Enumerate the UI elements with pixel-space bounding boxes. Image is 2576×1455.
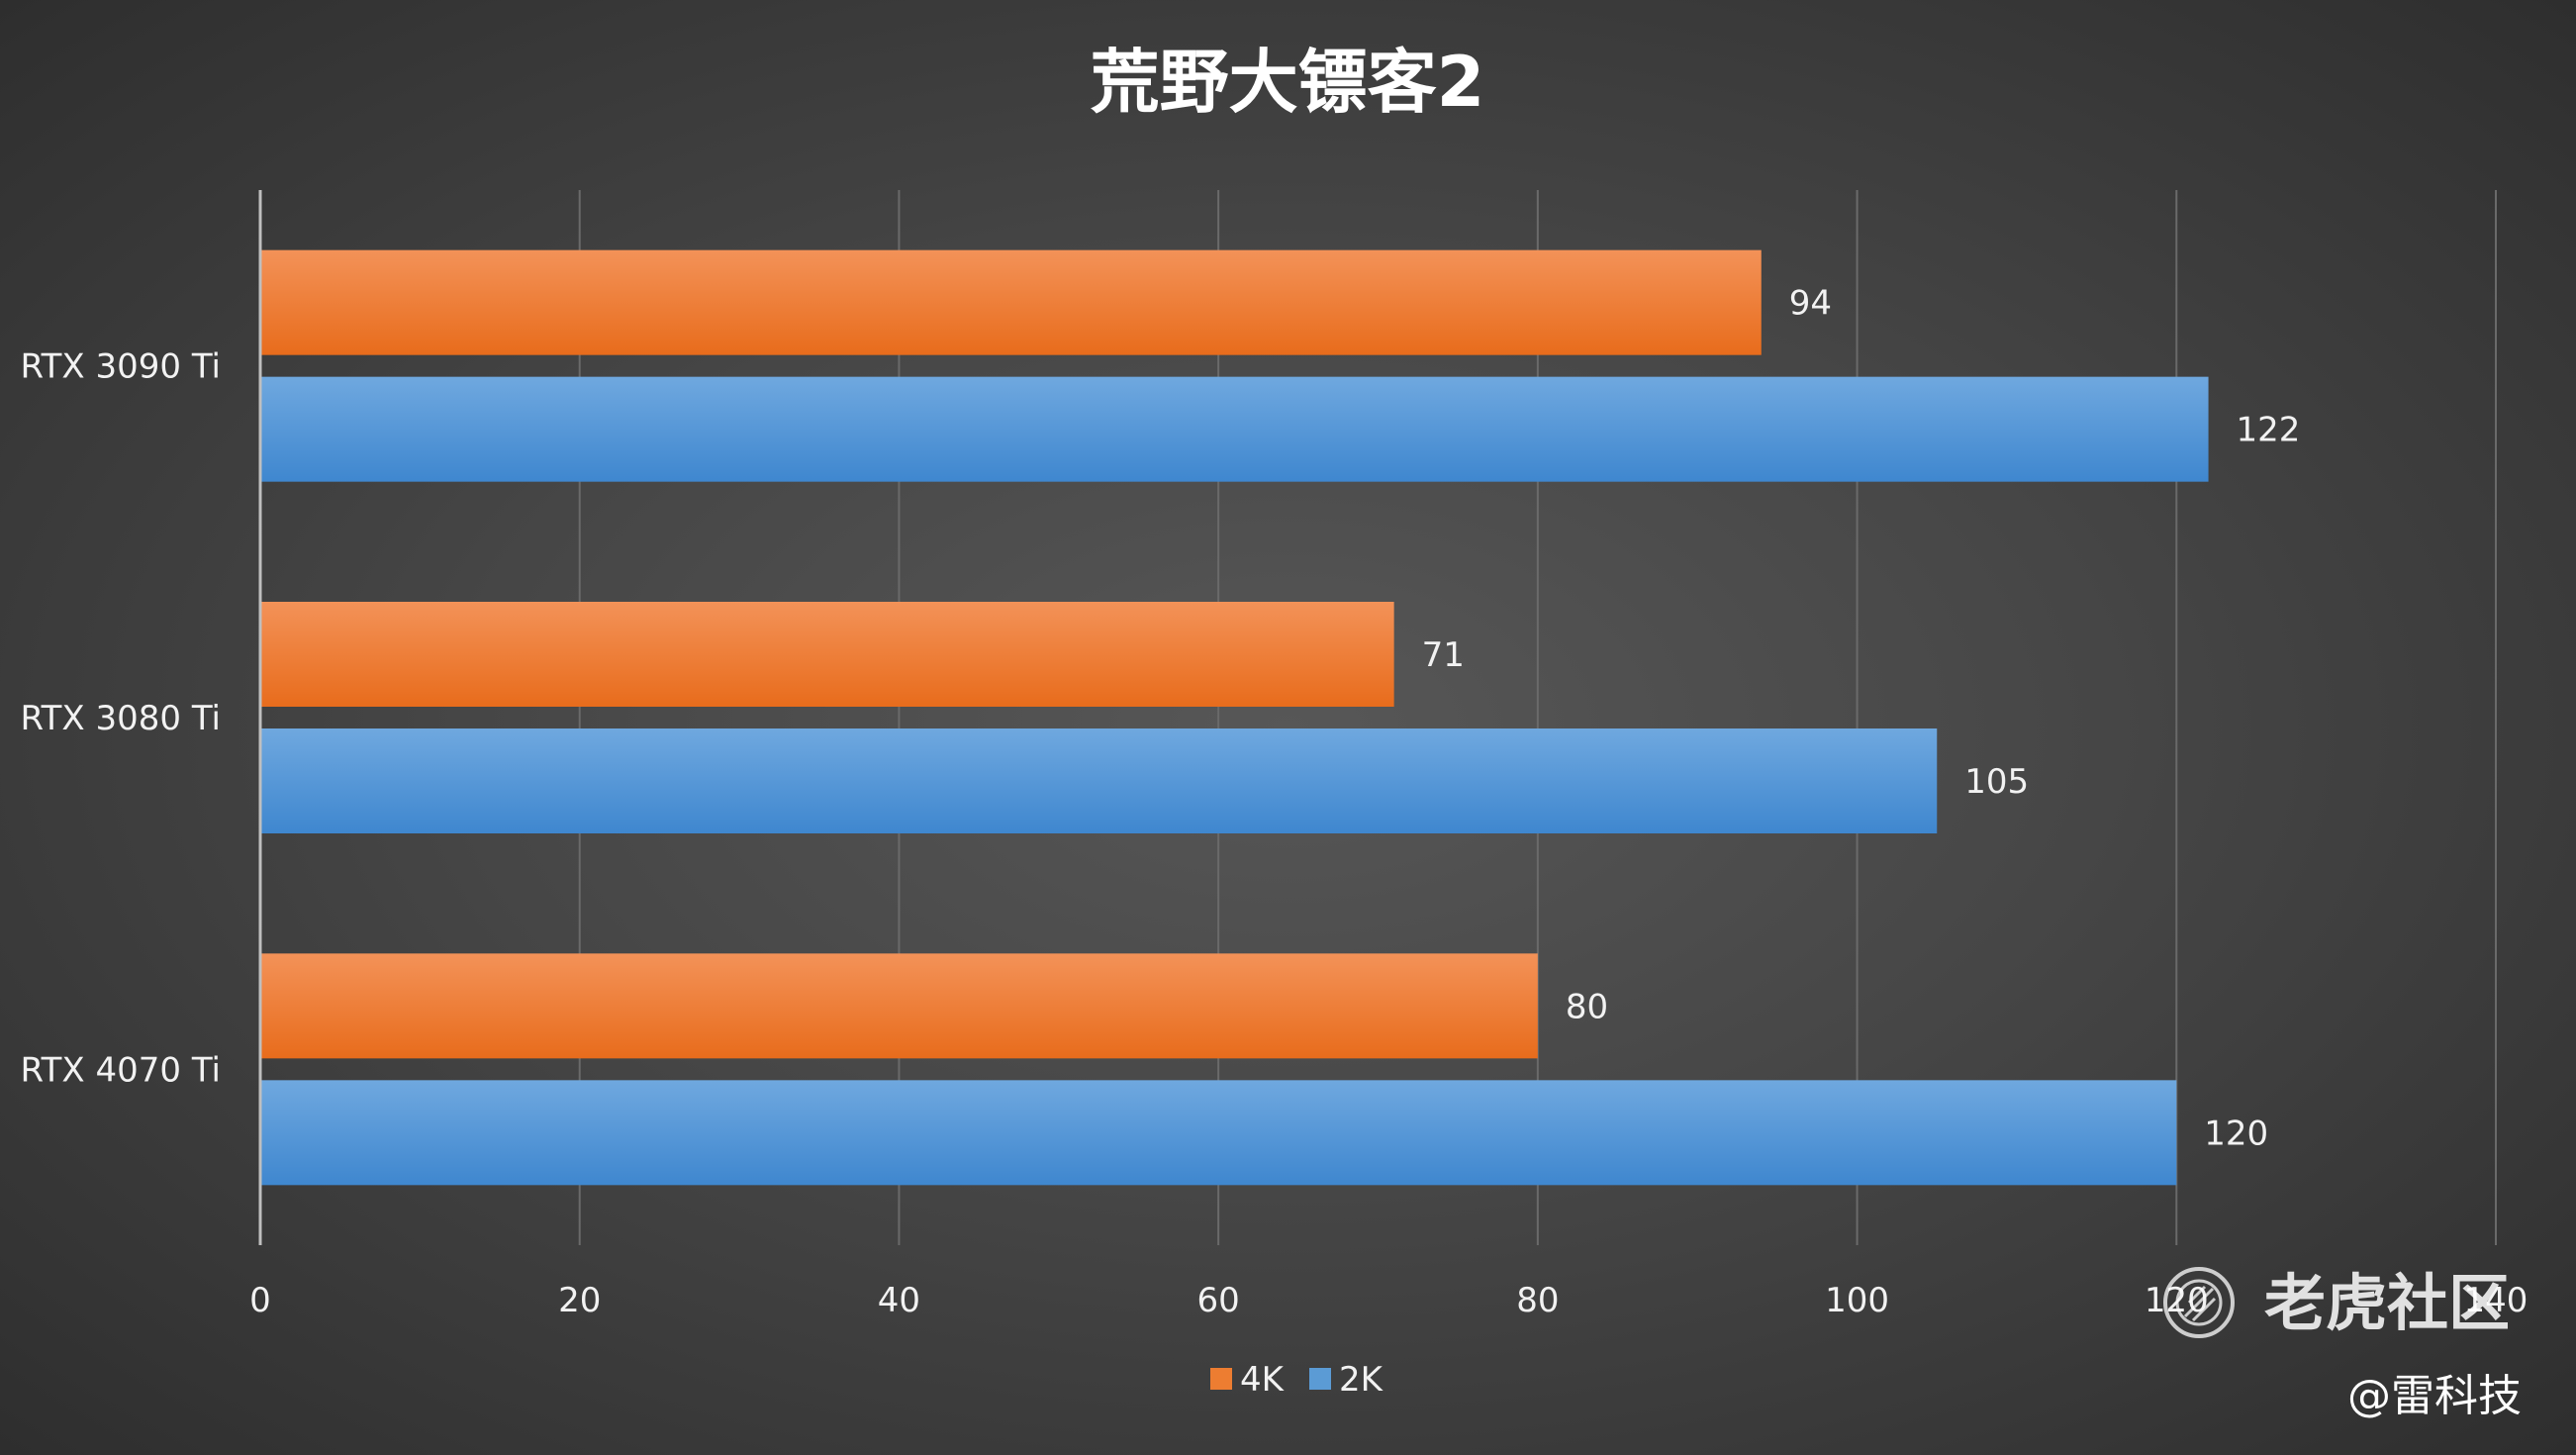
category-label: RTX 4070 Ti (20, 1050, 221, 1090)
x-tick-label: 0 (249, 1281, 271, 1320)
watermark: 老虎社区 (2163, 1267, 2510, 1339)
data-label: 122 (2237, 411, 2301, 450)
data-label: 120 (2204, 1114, 2268, 1153)
bars (260, 249, 2209, 1186)
category-label: RTX 3080 Ti (20, 699, 221, 738)
bar (260, 1080, 2177, 1186)
data-label: 80 (1566, 987, 1608, 1026)
data-label: 105 (1964, 762, 2029, 802)
x-tick-label: 140 (2464, 1281, 2528, 1320)
credit-text: @雷科技 (2347, 1371, 2522, 1421)
x-tick-label: 20 (558, 1281, 601, 1320)
data-label: 71 (1422, 635, 1465, 675)
bar (260, 953, 1538, 1059)
x-tick-label: 40 (878, 1281, 920, 1320)
watermark-text: 老虎社区 (2264, 1267, 2510, 1339)
legend-swatch (1309, 1368, 1331, 1390)
x-tick-label: 100 (1825, 1281, 1889, 1320)
legend-label: 2K (1339, 1360, 1384, 1400)
data-label: 94 (1789, 284, 1832, 324)
bar (260, 602, 1394, 707)
chart-title: 荒野大镖客2 (1091, 42, 1485, 123)
gridlines (578, 190, 2497, 1245)
category-label: RTX 3090 Ti (20, 347, 221, 387)
bar (260, 728, 1938, 833)
bar (260, 376, 2209, 482)
x-tick-label: 60 (1197, 1281, 1240, 1320)
legend-swatch (1210, 1368, 1232, 1390)
legend: 4K 2K (1210, 1360, 1384, 1400)
bar (260, 249, 1762, 355)
x-tick-label: 80 (1516, 1281, 1559, 1320)
labels: 0 20 40 60 80 100 120 140 94 122 RTX 3090 Ti 71 105 R… (20, 284, 2528, 1320)
tiger-community-logo-icon (2163, 1267, 2235, 1338)
legend-label: 4K (1240, 1360, 1286, 1400)
